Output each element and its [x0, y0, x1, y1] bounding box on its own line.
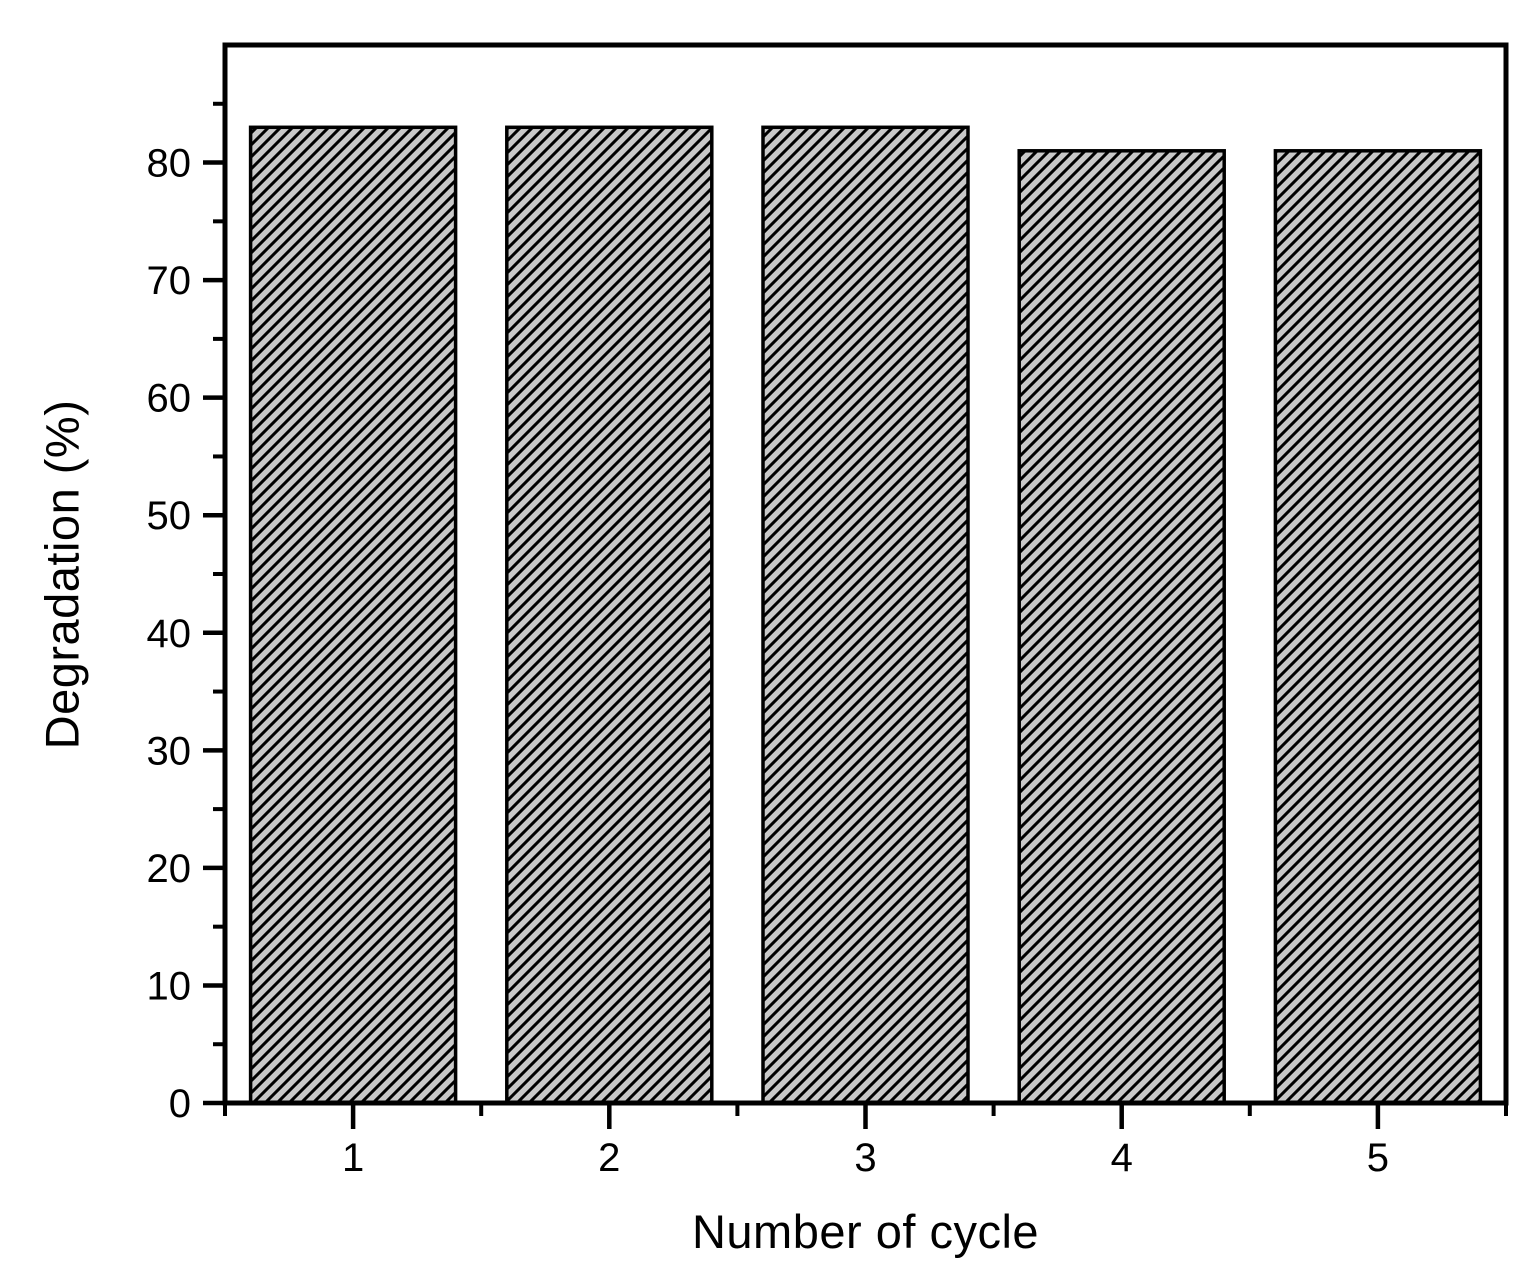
x-tick-label: 1	[342, 1136, 364, 1180]
y-tick-label: 60	[147, 377, 192, 421]
x-tick-label: 2	[598, 1136, 620, 1180]
bar-cycle-5	[1273, 149, 1483, 1105]
y-axis-title-text: Degradation (%)	[35, 399, 89, 749]
x-tick-label: 5	[1367, 1136, 1389, 1180]
bar-cycle-3	[761, 125, 970, 1105]
y-tick-label: 70	[147, 259, 192, 303]
x-axis-title: Number of cycle	[691, 1205, 1040, 1258]
x-tick-label: 3	[854, 1136, 876, 1180]
bar-cycle-1	[248, 125, 458, 1105]
bar-cycle-2	[505, 125, 714, 1105]
y-tick-label: 0	[169, 1082, 191, 1126]
y-tick-label: 10	[147, 964, 192, 1008]
y-tick-label: 50	[147, 494, 192, 538]
x-tick-label: 4	[1111, 1136, 1133, 1180]
y-tick-label: 30	[147, 729, 192, 773]
y-tick-label: 40	[147, 612, 192, 656]
y-tick-label: 20	[147, 847, 192, 891]
plot-frame	[222, 42, 1509, 1106]
y-axis-title: Degradation (%)	[16, 45, 108, 1103]
y-tick-label: 80	[147, 142, 192, 186]
bar-cycle-4	[1017, 149, 1226, 1105]
